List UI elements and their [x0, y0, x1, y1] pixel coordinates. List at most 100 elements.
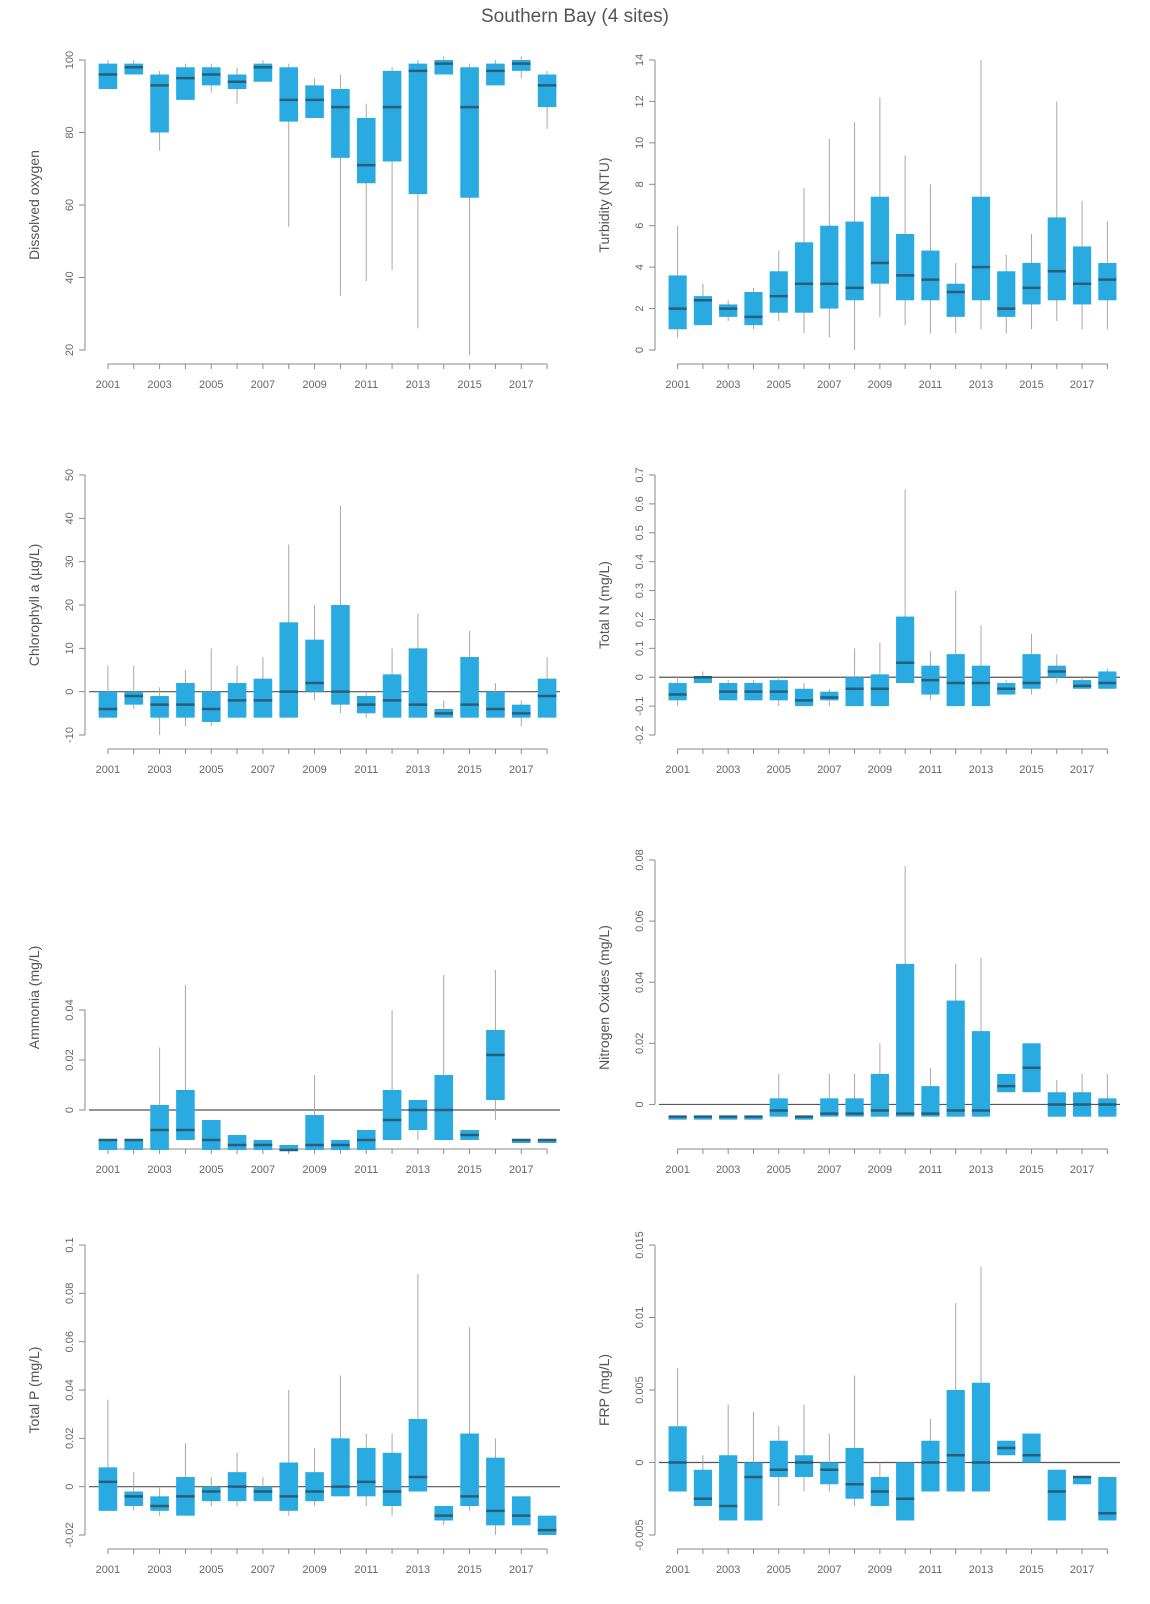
box-body [744, 1462, 763, 1521]
box-body [227, 1135, 247, 1150]
box-body [997, 271, 1016, 317]
box-2007 [820, 1433, 839, 1492]
x-tick-label: 2005 [199, 1564, 223, 1576]
box-2016 [486, 1438, 505, 1535]
box-2012 [382, 67, 402, 271]
box-2004 [744, 1411, 763, 1521]
box-body [794, 688, 814, 707]
box-2004 [744, 1115, 763, 1120]
x-tick-label: 2003 [147, 379, 171, 391]
box-body [668, 1426, 687, 1492]
box-2011 [356, 1130, 376, 1150]
box-body [382, 674, 402, 718]
box-body [408, 63, 428, 195]
y-tick-label: 0.6 [634, 496, 646, 511]
box-2008 [279, 1145, 299, 1152]
box-2018 [1098, 668, 1117, 689]
box-2007 [253, 657, 273, 718]
box-body [946, 654, 965, 707]
box-2006 [227, 67, 247, 104]
box-2005 [769, 677, 788, 707]
box-2008 [279, 544, 299, 718]
x-tick-label: 2003 [716, 1164, 740, 1176]
x-tick-label: 2005 [199, 379, 223, 391]
x-tick-label: 2001 [96, 764, 120, 776]
x-tick-label: 2017 [509, 764, 533, 776]
box-body [408, 1419, 428, 1492]
x-tick-label: 2001 [96, 1164, 120, 1176]
box-body [693, 296, 713, 326]
x-tick-label: 2015 [457, 379, 481, 391]
box-2002 [124, 60, 144, 75]
y-tick-label: 0.02 [634, 1033, 646, 1054]
y-tick-label: 80 [64, 126, 76, 138]
box-2011 [356, 1433, 376, 1506]
y-tick-label: 40 [64, 271, 76, 283]
box-2014 [434, 975, 454, 1140]
box-2007 [253, 1477, 273, 1502]
y-tick-label: 0 [64, 1484, 76, 1490]
y-tick-label: -0.005 [634, 1519, 646, 1550]
box-body [176, 67, 195, 100]
x-tick-label: 2013 [406, 379, 430, 391]
box-2015 [1022, 1433, 1041, 1463]
box-body [356, 1448, 376, 1497]
box-2002 [693, 1115, 713, 1120]
chart-panel-6: 0 0.02 0.04 0.06 0.08 Nitrogen Oxides (mg/L) 2… [585, 840, 1135, 1195]
x-tick-label: 2017 [1070, 1164, 1094, 1176]
x-tick-label: 2015 [457, 764, 481, 776]
box-body [794, 242, 814, 313]
box-2004 [744, 680, 763, 701]
box-2012 [382, 648, 402, 718]
x-tick-label: 2011 [919, 1164, 943, 1176]
box-2007 [820, 688, 839, 707]
box-body [971, 1031, 991, 1117]
y-axis-label: Nitrogen Oxides (mg/L) [596, 925, 612, 1070]
box-2013 [408, 613, 428, 718]
box-body [896, 234, 915, 301]
box-body [382, 1090, 402, 1140]
box-2005 [769, 1073, 788, 1117]
y-tick-label: 0.02 [64, 1049, 76, 1070]
box-body [845, 221, 864, 301]
box-2008 [279, 1390, 299, 1516]
y-tick-label: 14 [634, 54, 646, 66]
box-body [150, 74, 169, 133]
chart-1: 20 40 60 80 100 Dissolved oxygen 2001 2003 2005 2… [26, 51, 557, 391]
box-body [719, 1455, 738, 1521]
y-tick-label: 12 [634, 95, 646, 107]
x-tick-label: 2009 [868, 1164, 892, 1176]
x-tick-label: 2001 [96, 379, 120, 391]
box-body [1072, 680, 1092, 689]
x-tick-label: 2001 [665, 764, 689, 776]
box-body [176, 1090, 195, 1140]
x-tick-label: 2001 [665, 1564, 689, 1576]
box-body [794, 1455, 814, 1477]
box-2004 [176, 63, 195, 100]
box-body [668, 1116, 687, 1120]
box-body [486, 1030, 505, 1100]
box-2011 [921, 1067, 940, 1117]
y-tick-label: 0.04 [64, 1379, 76, 1400]
x-tick-label: 2011 [354, 379, 378, 391]
x-tick-label: 2005 [767, 379, 791, 391]
box-2008 [845, 122, 864, 350]
box-2005 [769, 1426, 788, 1506]
y-tick-label: 0.06 [64, 1331, 76, 1352]
x-tick-label: 2013 [406, 764, 430, 776]
box-2001 [668, 225, 687, 338]
box-body [124, 691, 144, 705]
chart-panel-4: -0.2 -0.1 0 0.1 0.2 0.3 0.4 0.5 0.6 0.7 Total N (m… [585, 455, 1135, 795]
box-body [98, 691, 118, 718]
x-tick-label: 2013 [969, 764, 993, 776]
x-tick-label: 2009 [868, 1564, 892, 1576]
box-body [201, 1120, 221, 1150]
y-tick-label: 0 [634, 347, 646, 353]
box-2012 [382, 1433, 402, 1516]
box-2005 [769, 250, 788, 321]
box-body [1098, 1098, 1117, 1117]
box-body [511, 1140, 531, 1143]
box-body [1047, 217, 1066, 301]
box-body [719, 304, 738, 317]
box-2001 [98, 1138, 118, 1150]
